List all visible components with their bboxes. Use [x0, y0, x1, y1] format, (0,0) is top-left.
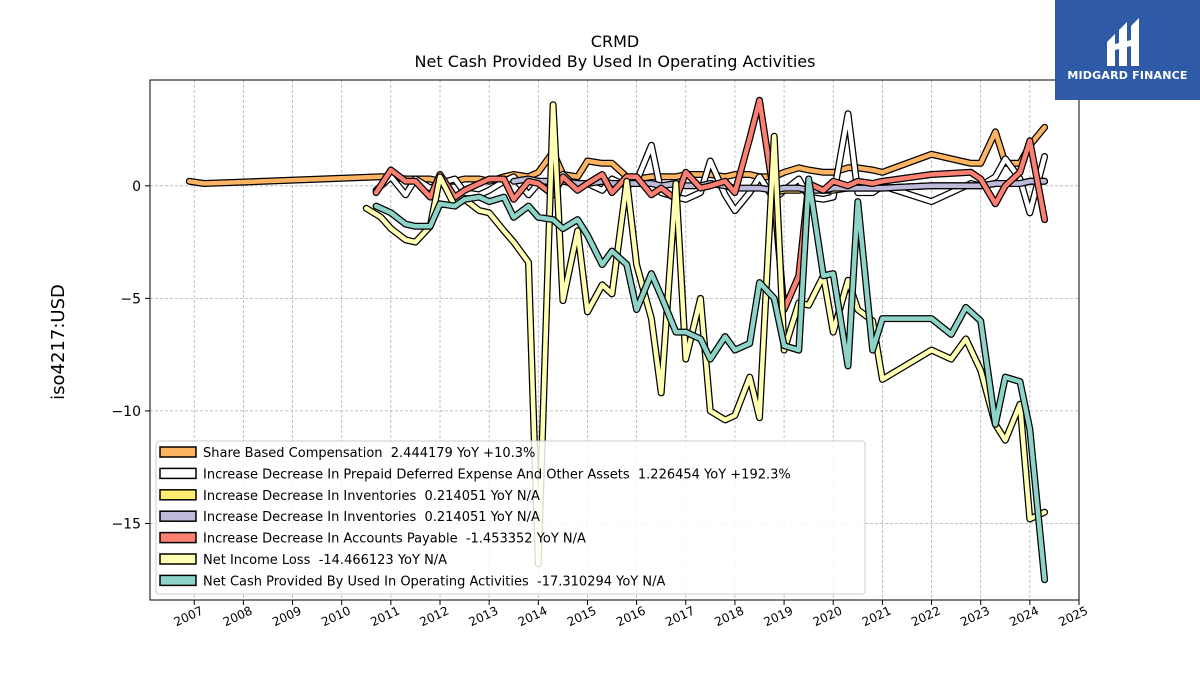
x-tick-label: 2015	[565, 604, 599, 630]
legend-entry: Net Income Loss -14.466123 YoY N/A	[159, 553, 447, 568]
legend-swatch	[159, 467, 197, 480]
x-tick-label: 2013	[467, 604, 501, 630]
x-tick-label: 2023	[958, 604, 992, 630]
y-axis-label: iso4217:USD	[48, 284, 69, 400]
x-tick-label: 2022	[909, 604, 943, 630]
x-tick-label: 2024	[1007, 604, 1041, 630]
x-tick-label: 2018	[712, 604, 746, 630]
x-tick-label: 2016	[614, 604, 648, 630]
legend-label: Share Based Compensation 2.444179 YoY +1…	[203, 446, 535, 461]
x-tick-label: 2011	[368, 604, 402, 630]
x-tick-label: 2010	[319, 604, 353, 630]
y-tick-label: −5	[120, 291, 141, 307]
legend-swatch	[159, 489, 197, 501]
legend-label: Increase Decrease In Prepaid Deferred Ex…	[203, 467, 791, 482]
series-stroke	[373, 98, 1047, 312]
legend-swatch	[159, 510, 197, 522]
series-line-5	[362, 101, 1049, 568]
y-tick-label: 0	[132, 179, 141, 195]
legend-entry: Increase Decrease In Inventories 0.21405…	[159, 510, 540, 525]
legend-label: Net Cash Provided By Used In Operating A…	[203, 574, 665, 589]
x-axis: 2007 2008 2009 2010 2011 2012 2013 2014 2015 2016…	[172, 600, 1090, 629]
legend-entry: Increase Decrease In Prepaid Deferred Ex…	[159, 467, 791, 482]
x-tick-label: 2012	[418, 604, 452, 630]
x-tick-label: 2017	[663, 604, 697, 630]
legend-swatch	[159, 553, 197, 565]
series-line-6	[372, 175, 1049, 584]
series-lines	[185, 96, 1049, 584]
series-stroke	[364, 102, 1047, 567]
legend-label: Net Income Loss -14.466123 YoY N/A	[203, 553, 447, 568]
legend-label: Increase Decrease In Inventories 0.21405…	[203, 510, 540, 525]
legend-swatch	[159, 446, 197, 458]
legend-label: Increase Decrease In Inventories 0.21405…	[203, 489, 540, 504]
logo-text: MIDGARD FINANCE	[1067, 69, 1188, 82]
x-tick-label: 2007	[172, 604, 206, 630]
y-tick-label: −10	[111, 404, 141, 420]
legend-swatch	[159, 574, 197, 587]
x-tick-label: 2020	[811, 604, 845, 630]
legend-entry: Share Based Compensation 2.444179 YoY +1…	[159, 446, 535, 461]
series-line-4	[372, 96, 1049, 314]
legend-label: Increase Decrease In Accounts Payable -1…	[203, 532, 586, 547]
x-tick-label: 2014	[516, 604, 550, 630]
x-tick-label: 2025	[1057, 604, 1091, 630]
legend-entry: Increase Decrease In Accounts Payable -1…	[159, 531, 586, 547]
y-tick-label: −15	[111, 516, 141, 532]
chart-subtitle: Net Cash Provided By Used In Operating A…	[415, 52, 816, 71]
x-tick-label: 2021	[860, 604, 894, 630]
legend-box	[155, 440, 866, 595]
brand-logo: MIDGARD FINANCE	[1055, 0, 1200, 100]
y-axis: 0 −5 −10 −15	[111, 179, 150, 532]
legend-swatch	[159, 531, 197, 544]
x-tick-label: 2008	[221, 604, 255, 630]
midgard-logo-icon	[1107, 18, 1139, 66]
plot-frame	[149, 79, 1080, 601]
series-stroke	[373, 176, 1047, 582]
x-tick-label: 2009	[270, 604, 304, 630]
legend: Share Based Compensation 2.444179 YoY +1…	[155, 440, 866, 595]
legend-entry: Net Cash Provided By Used In Operating A…	[159, 574, 665, 589]
chart-title: CRMD	[591, 32, 639, 51]
legend-entry: Increase Decrease In Inventories 0.21405…	[159, 489, 540, 504]
x-tick-label: 2019	[762, 604, 796, 630]
